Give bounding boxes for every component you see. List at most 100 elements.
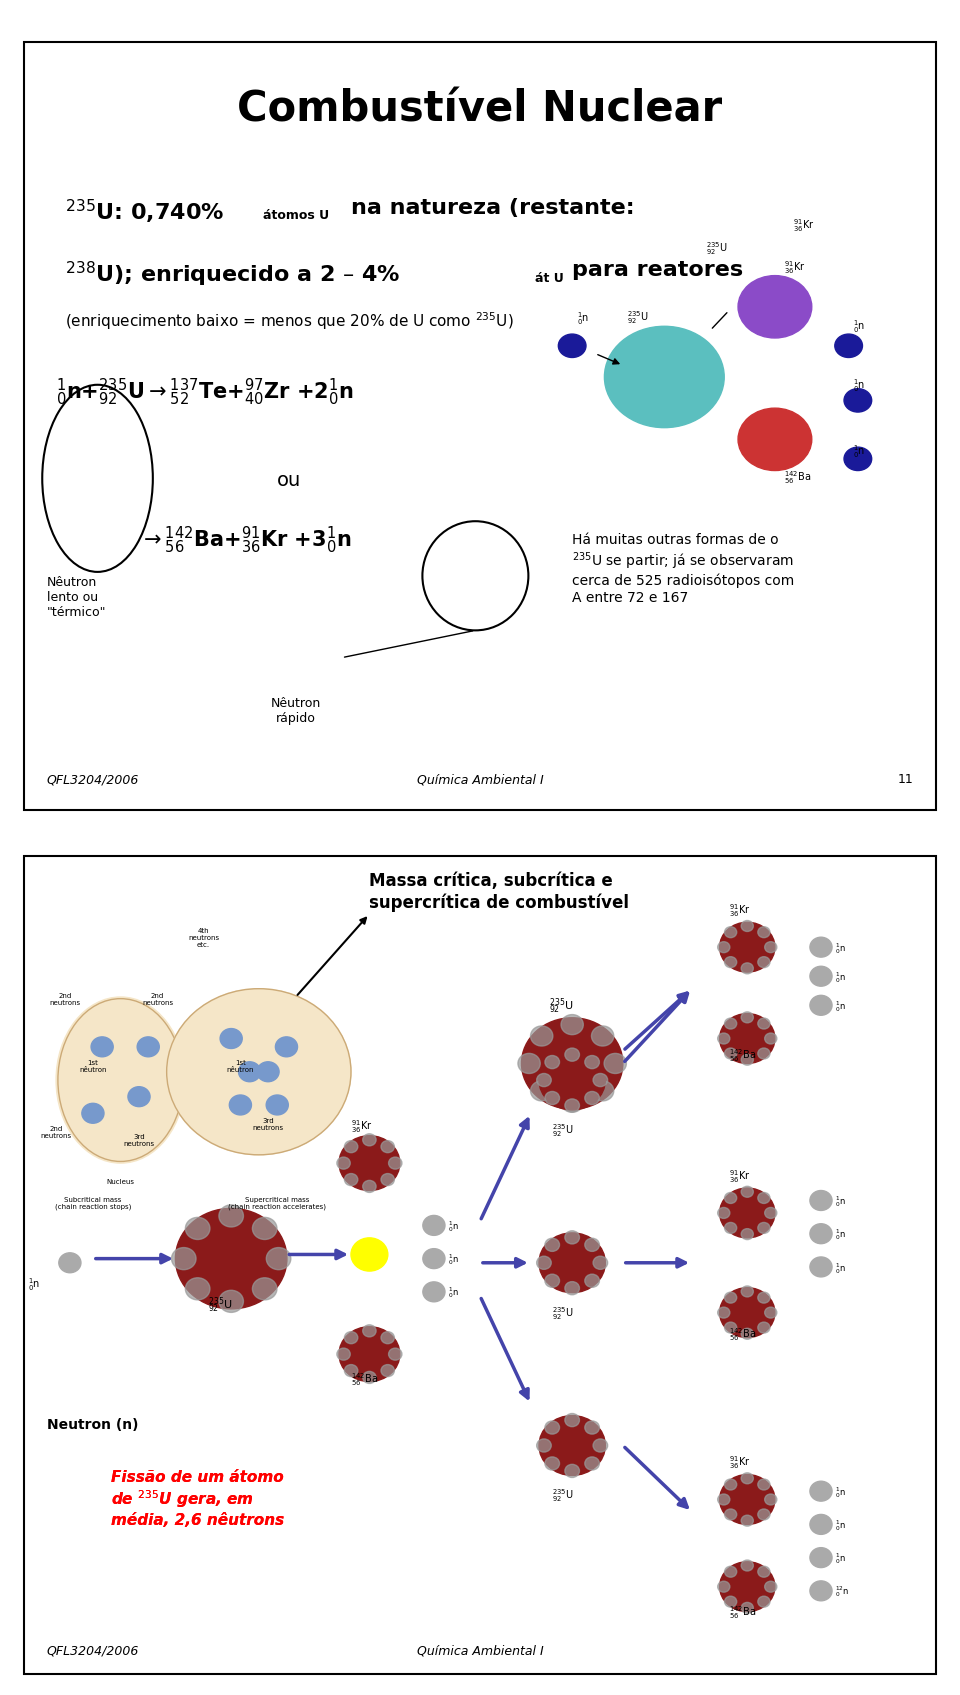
Circle shape bbox=[720, 1561, 775, 1612]
Text: Nêutron
rápido: Nêutron rápido bbox=[271, 697, 321, 725]
Circle shape bbox=[176, 1209, 287, 1309]
Circle shape bbox=[741, 920, 754, 932]
Text: $^{235}_{92}$U: $^{235}_{92}$U bbox=[208, 1295, 232, 1315]
Circle shape bbox=[741, 963, 754, 975]
Circle shape bbox=[564, 1414, 580, 1427]
Circle shape bbox=[167, 988, 351, 1154]
Text: $\rightarrow$$^{142}_{56}$Ba+$^{91}_{36}$Kr +3$^{1}_{0}$n: $\rightarrow$$^{142}_{56}$Ba+$^{91}_{36}… bbox=[139, 525, 351, 556]
Circle shape bbox=[720, 1288, 775, 1337]
Circle shape bbox=[718, 1032, 730, 1044]
Text: $^{1}_{0}$n: $^{1}_{0}$n bbox=[853, 442, 865, 459]
Circle shape bbox=[266, 1095, 288, 1115]
Circle shape bbox=[844, 388, 872, 412]
Circle shape bbox=[518, 1053, 540, 1073]
Text: Subcritical mass
(chain reaction stops): Subcritical mass (chain reaction stops) bbox=[55, 1197, 132, 1210]
Text: 4th
neutrons
etc.: 4th neutrons etc. bbox=[188, 929, 219, 948]
Text: na natureza (restante:: na natureza (restante: bbox=[351, 198, 635, 217]
Text: 3rd
neutrons: 3rd neutrons bbox=[124, 1134, 155, 1148]
Text: át U: át U bbox=[536, 271, 564, 285]
Circle shape bbox=[741, 1473, 754, 1483]
Circle shape bbox=[422, 1215, 445, 1236]
Text: $^{1}_{0}$n: $^{1}_{0}$n bbox=[835, 998, 846, 1014]
Circle shape bbox=[389, 1348, 402, 1359]
Circle shape bbox=[810, 1514, 832, 1534]
Circle shape bbox=[564, 1048, 580, 1061]
Circle shape bbox=[238, 1061, 261, 1081]
Circle shape bbox=[718, 1493, 730, 1505]
Text: para reatores: para reatores bbox=[572, 259, 743, 280]
Text: $^{1}_{0}$n: $^{1}_{0}$n bbox=[835, 1485, 846, 1500]
Text: (enriquecimento baixo = menos que 20% de U como $^{235}$U): (enriquecimento baixo = menos que 20% de… bbox=[65, 310, 514, 332]
Text: $^{91}_{36}$Kr: $^{91}_{36}$Kr bbox=[351, 1119, 372, 1136]
Circle shape bbox=[725, 1509, 736, 1520]
Circle shape bbox=[725, 1322, 736, 1332]
Circle shape bbox=[741, 1054, 754, 1064]
Text: átomos U: átomos U bbox=[263, 210, 329, 222]
Circle shape bbox=[345, 1364, 358, 1376]
Circle shape bbox=[545, 1275, 560, 1287]
Circle shape bbox=[537, 1439, 551, 1453]
Circle shape bbox=[725, 1193, 736, 1203]
Circle shape bbox=[810, 1481, 832, 1502]
Circle shape bbox=[545, 1458, 560, 1470]
Circle shape bbox=[137, 1037, 159, 1056]
Circle shape bbox=[537, 1073, 551, 1086]
Circle shape bbox=[810, 1224, 832, 1244]
Text: $^{235}$U: 0,740%: $^{235}$U: 0,740% bbox=[65, 198, 225, 225]
Circle shape bbox=[738, 276, 812, 337]
Circle shape bbox=[810, 1258, 832, 1276]
Circle shape bbox=[585, 1056, 599, 1068]
Circle shape bbox=[531, 1081, 553, 1102]
Text: Nucleus: Nucleus bbox=[107, 1180, 134, 1185]
Text: $^{1}_{0}$n: $^{1}_{0}$n bbox=[835, 970, 846, 985]
Circle shape bbox=[835, 334, 862, 358]
Circle shape bbox=[720, 1188, 775, 1237]
Circle shape bbox=[757, 1222, 770, 1234]
Circle shape bbox=[339, 1327, 399, 1381]
Circle shape bbox=[82, 1103, 104, 1124]
Circle shape bbox=[252, 1217, 276, 1239]
Text: $^{91}_{36}$Kr: $^{91}_{36}$Kr bbox=[793, 217, 815, 234]
Text: $^{1}_{0}$n: $^{1}_{0}$n bbox=[835, 1227, 846, 1242]
Circle shape bbox=[757, 1322, 770, 1332]
Circle shape bbox=[219, 1290, 244, 1312]
Circle shape bbox=[229, 1095, 252, 1115]
Text: $^{235}_{92}$U: $^{235}_{92}$U bbox=[706, 241, 728, 258]
Circle shape bbox=[725, 1048, 736, 1059]
Text: $^{1}_{0}$n: $^{1}_{0}$n bbox=[447, 1253, 459, 1268]
Circle shape bbox=[741, 1559, 754, 1571]
Circle shape bbox=[718, 942, 730, 953]
Text: $^{1}_{0}$n: $^{1}_{0}$n bbox=[835, 1261, 846, 1276]
Circle shape bbox=[345, 1141, 358, 1153]
Circle shape bbox=[765, 1032, 777, 1044]
Circle shape bbox=[381, 1141, 395, 1153]
Circle shape bbox=[725, 927, 736, 937]
Circle shape bbox=[339, 1136, 399, 1190]
Circle shape bbox=[741, 1012, 754, 1022]
Circle shape bbox=[810, 937, 832, 958]
Circle shape bbox=[741, 1602, 754, 1614]
Text: 1st
nêutron: 1st nêutron bbox=[227, 1059, 254, 1073]
Circle shape bbox=[720, 922, 775, 973]
Circle shape bbox=[220, 1029, 242, 1049]
Circle shape bbox=[757, 1566, 770, 1576]
Circle shape bbox=[738, 408, 812, 471]
Circle shape bbox=[252, 1278, 276, 1300]
Circle shape bbox=[765, 1581, 777, 1592]
Circle shape bbox=[561, 1092, 584, 1112]
Circle shape bbox=[757, 1193, 770, 1203]
Circle shape bbox=[564, 1281, 580, 1295]
Circle shape bbox=[531, 1025, 553, 1046]
Circle shape bbox=[725, 1597, 736, 1607]
Circle shape bbox=[172, 1248, 196, 1270]
Circle shape bbox=[585, 1420, 599, 1434]
Circle shape bbox=[718, 1581, 730, 1592]
Circle shape bbox=[720, 1475, 775, 1524]
Circle shape bbox=[351, 1237, 388, 1271]
Text: $^{235}_{92}$U: $^{235}_{92}$U bbox=[628, 310, 649, 327]
Circle shape bbox=[564, 1231, 580, 1244]
Circle shape bbox=[345, 1332, 358, 1344]
Circle shape bbox=[604, 1053, 626, 1073]
Circle shape bbox=[741, 1329, 754, 1339]
Text: $^{235}_{92}$U: $^{235}_{92}$U bbox=[549, 997, 573, 1015]
